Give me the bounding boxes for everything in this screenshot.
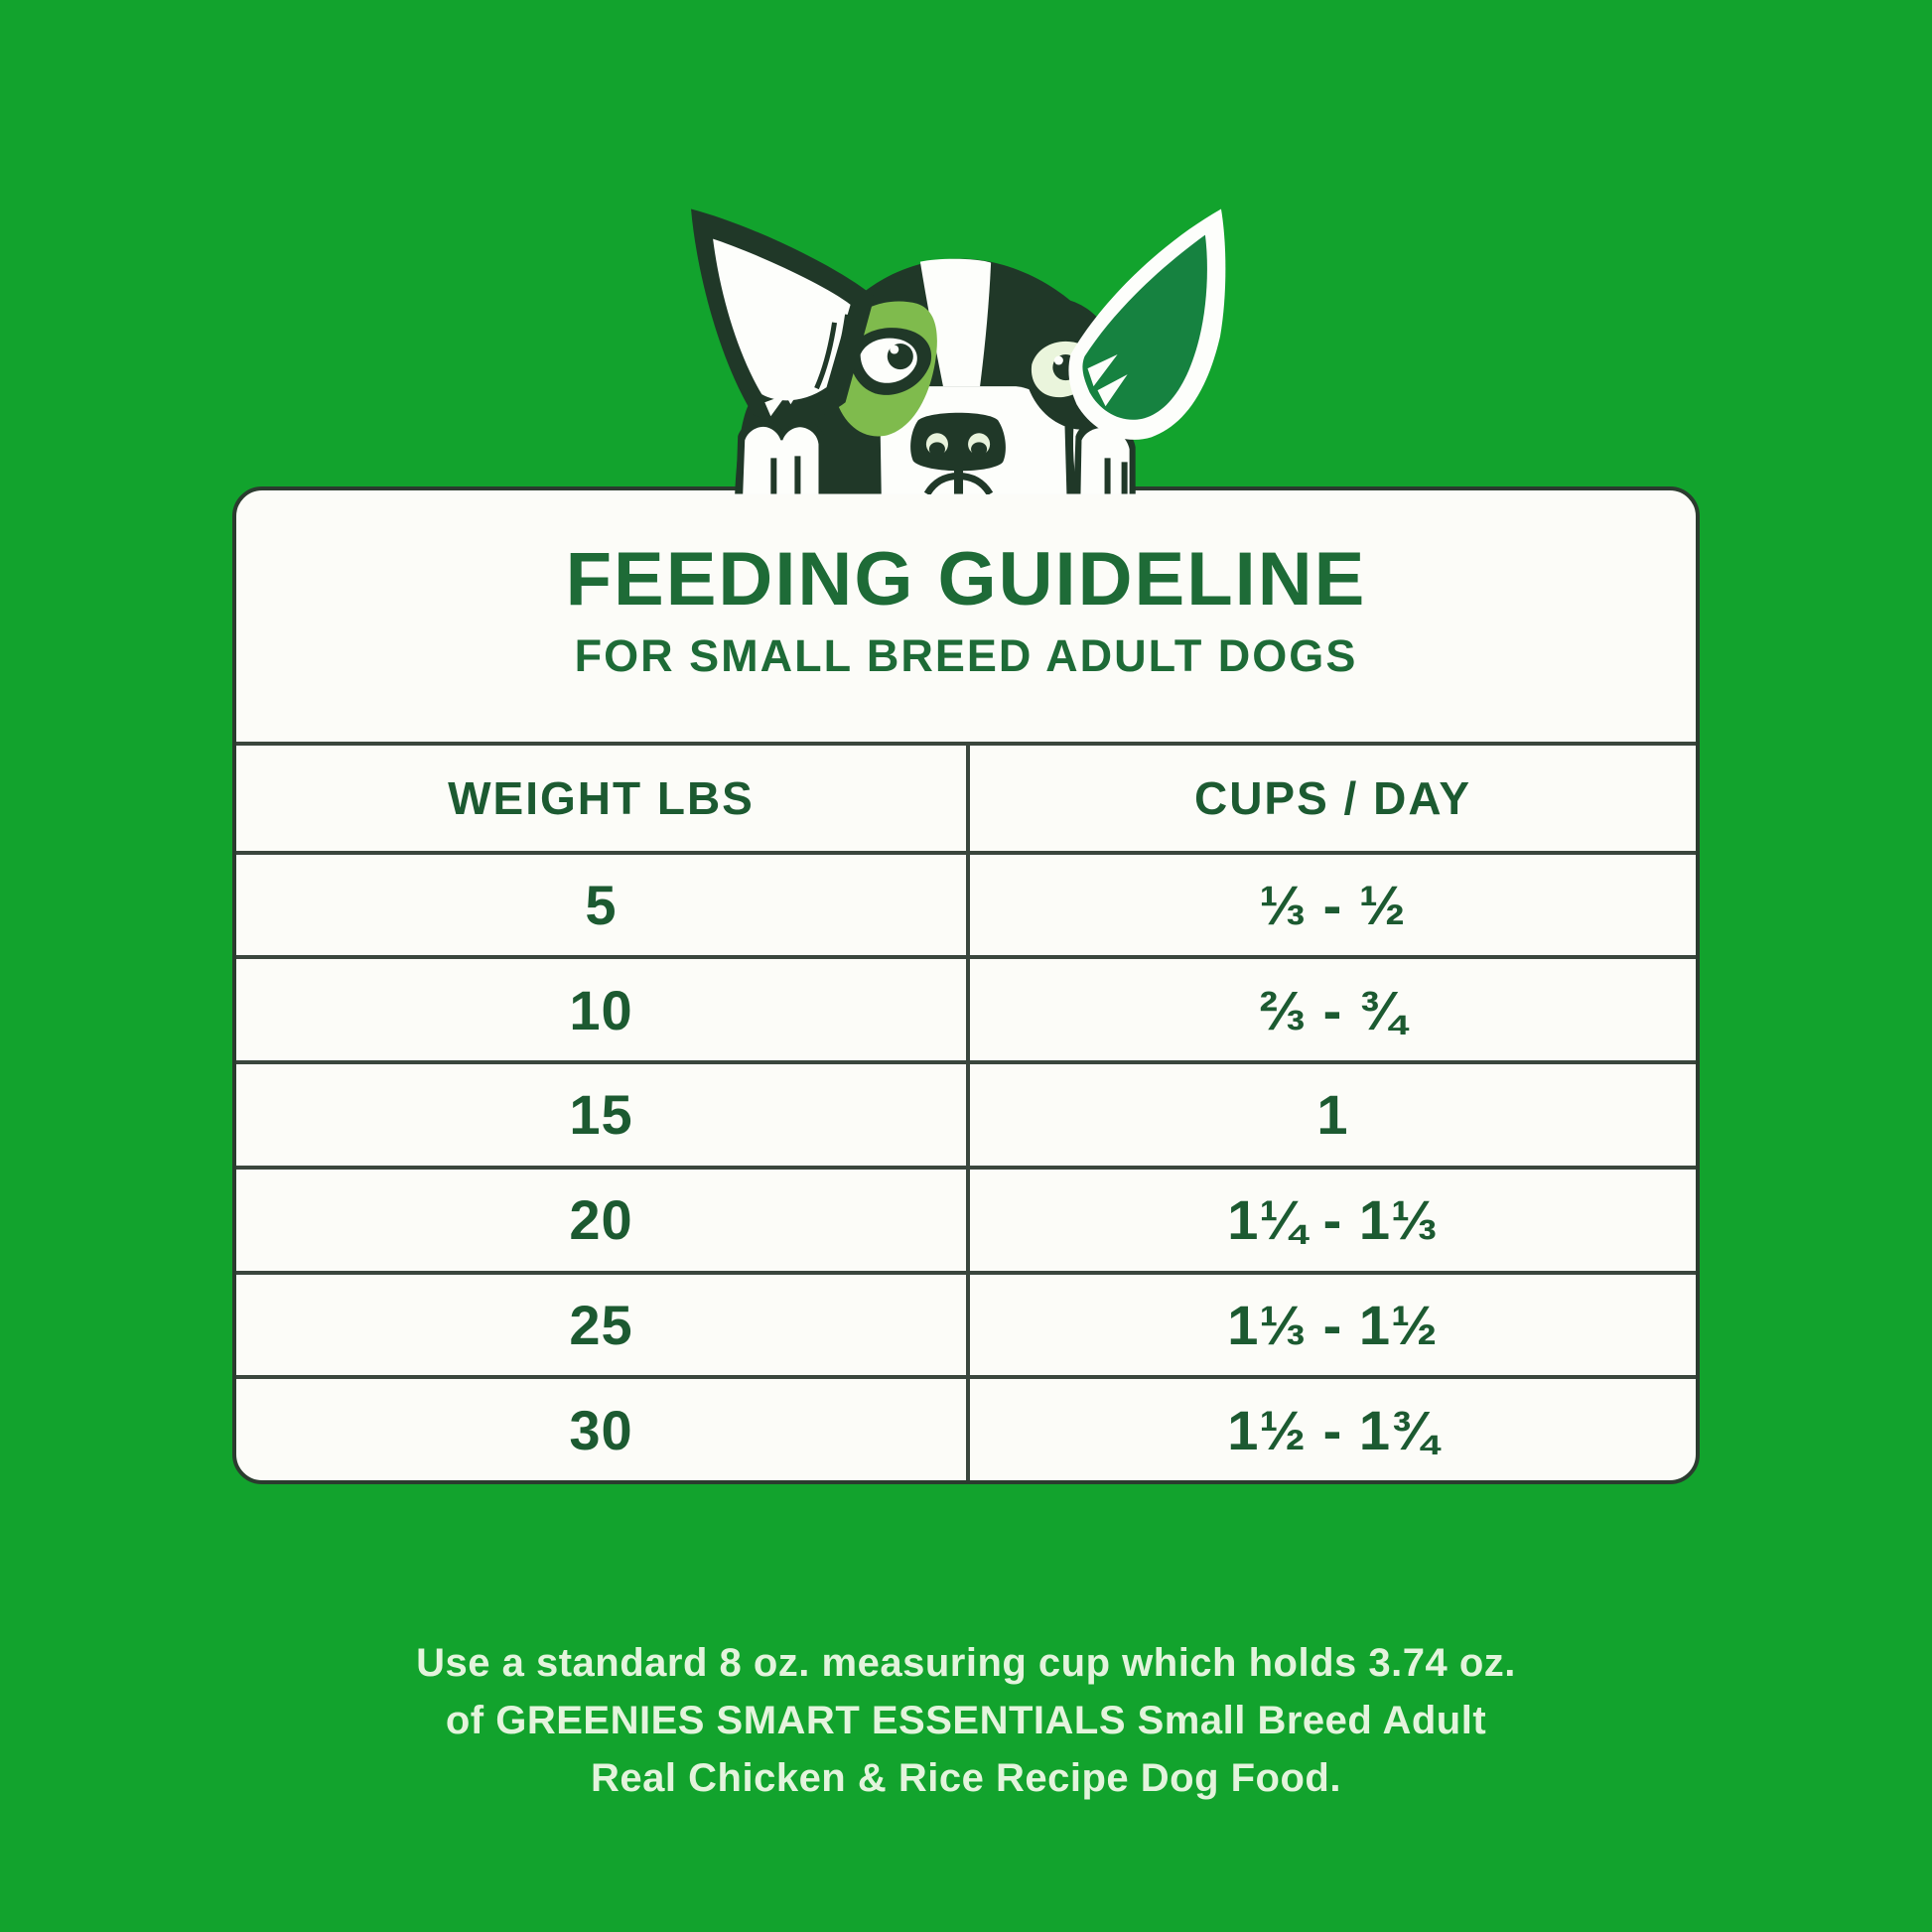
- dog-right-ear-inner: [1082, 234, 1207, 420]
- weight-cell: 10: [569, 978, 633, 1041]
- footer-line-1: Use a standard 8 oz. measuring cup which…: [416, 1641, 1516, 1685]
- page-subtitle: FOR SMALL BREED ADULT DOGS: [574, 630, 1358, 681]
- card-header: FEEDING GUIDELINE FOR SMALL BREED ADULT …: [236, 490, 1696, 742]
- footer-line-3: Real Chicken & Rice Recipe Dog Food.: [591, 1756, 1341, 1800]
- weight-cell: 20: [569, 1188, 633, 1252]
- column-header-cups: CUPS / DAY: [966, 746, 1696, 851]
- table-row: 30 1½ - 1¾: [236, 1375, 1696, 1480]
- dog-white-blaze: [919, 258, 992, 387]
- weight-cell: 30: [569, 1398, 633, 1461]
- table-row: 25 1⅓ - 1½: [236, 1270, 1696, 1376]
- table-row: 20 1¼ - 1⅓: [236, 1165, 1696, 1271]
- dog-mouth-line: [923, 472, 994, 494]
- weight-cell: 5: [585, 874, 618, 937]
- feeding-guideline-card: FEEDING GUIDELINE FOR SMALL BREED ADULT …: [232, 486, 1700, 1484]
- dog-head-group: [691, 208, 1226, 494]
- dog-left-eye-glint: [890, 345, 899, 354]
- feeding-table: WEIGHT LBS CUPS / DAY 5 ⅓ - ½ 10 ⅔ - ¾ 1…: [236, 742, 1696, 1480]
- cups-cell: ⅔ - ¾: [966, 959, 1696, 1061]
- page-title: FEEDING GUIDELINE: [565, 537, 1367, 621]
- weight-cell: 15: [569, 1083, 633, 1147]
- table-row: 15 1: [236, 1060, 1696, 1166]
- weight-cell: 25: [569, 1293, 633, 1356]
- dog-nostril-left: [928, 442, 945, 457]
- dog-left-ear-inner: [713, 238, 851, 401]
- cups-cell: ⅓ - ½: [966, 854, 1696, 956]
- dog-right-paw-fingers: [1104, 458, 1128, 494]
- dog-left-paw-fingers: [770, 456, 801, 494]
- table-row: 5 ⅓ - ½: [236, 850, 1696, 956]
- cups-cell: 1⅓ - 1½: [966, 1274, 1696, 1376]
- dog-right-eye-glint: [1053, 355, 1063, 365]
- dog-mascot-illustration: [691, 208, 1226, 494]
- cups-cell: 1¼ - 1⅓: [966, 1169, 1696, 1271]
- cups-cell: 1: [966, 1064, 1696, 1166]
- dog-left-ear-fur-spikes: [764, 376, 809, 417]
- dog-nostril-right: [971, 442, 988, 457]
- table-row: 10 ⅔ - ¾: [236, 955, 1696, 1061]
- column-header-weight: WEIGHT LBS: [448, 771, 755, 824]
- footer-note: Use a standard 8 oz. measuring cup which…: [0, 1634, 1932, 1807]
- footer-line-2: of GREENIES SMART ESSENTIALS Small Breed…: [445, 1699, 1487, 1742]
- dog-left-ear-fur-lines: [814, 314, 851, 390]
- cups-cell: 1½ - 1¾: [966, 1379, 1696, 1480]
- table-header-row: WEIGHT LBS CUPS / DAY: [236, 746, 1696, 851]
- dog-right-ear-fur-spikes: [1087, 354, 1128, 407]
- dog-nose: [910, 412, 1006, 472]
